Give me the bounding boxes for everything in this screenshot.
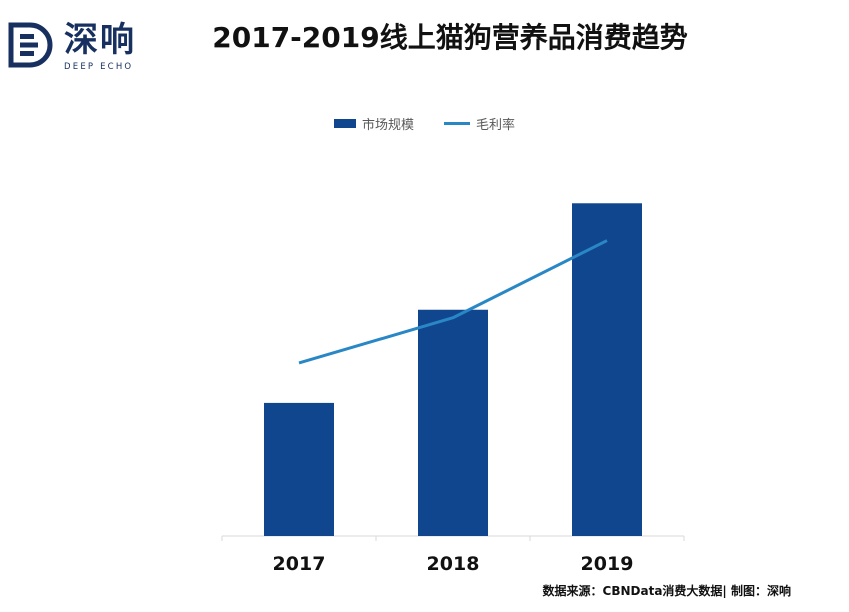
legend-item-gross-margin: 毛利率 (444, 114, 515, 133)
source-note: 数据来源：CBNData消费大数据| 制图：深响 (542, 584, 791, 598)
chart-legend: 市场规模 毛利率 (0, 114, 849, 133)
legend-label-gross-margin: 毛利率 (476, 118, 516, 133)
chart-title: 2017-2019线上猫狗营养品消费趋势 (212, 21, 688, 54)
logo-chinese-text: 深响 (64, 20, 136, 60)
logo-english-text: DEEP ECHO (64, 62, 134, 72)
bar-2018 (418, 309, 488, 536)
x-tick-label-2018: 2018 (427, 553, 480, 575)
line-gross-margin (298, 239, 608, 365)
bar-2017 (264, 402, 334, 536)
bar-2019 (572, 203, 642, 537)
legend-label-market-size: 市场规模 (361, 118, 414, 133)
legend-swatch-bar (333, 119, 356, 128)
legend-item-market-size: 市场规模 (333, 114, 414, 133)
deep-echo-logo: 深响 DEEP ECHO (8, 20, 138, 76)
deep-echo-logo-mark-icon (8, 22, 53, 68)
x-tick-label-2017: 2017 (273, 553, 326, 575)
legend-swatch-line (444, 122, 470, 125)
x-tick-label-2019: 2019 (581, 553, 634, 575)
